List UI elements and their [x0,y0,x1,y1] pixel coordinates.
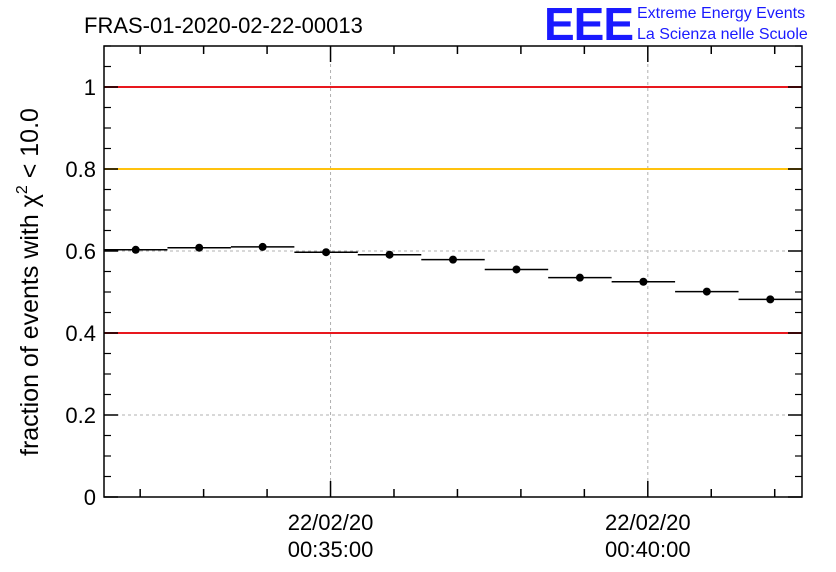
y-tick-label: 0.2 [65,403,96,428]
data-point [385,250,394,259]
data-point [512,265,521,274]
logo-line-1: Extreme Energy Events [637,5,805,22]
x-tick-label-date: 22/02/20 [288,510,374,535]
y-axis-label: fraction of events with χ2 < 10.0 [14,108,44,456]
data-point [639,277,648,286]
plot-frame [103,45,803,498]
data-point [449,255,457,264]
reference-lines [104,86,802,334]
grid [104,46,802,497]
data-point [766,295,775,304]
data-point [195,243,204,252]
x-tick-label-time: 00:40:00 [605,537,691,562]
data-point [575,273,584,282]
data-series [104,242,802,304]
data-point [131,245,140,254]
data-point [702,287,711,296]
x-tick-label-time: 00:35:00 [288,537,374,562]
data-point [322,248,331,257]
eee-logo: EEE Extreme Energy Events La Scienza nel… [544,0,808,50]
y-tick-label: 1 [84,75,96,100]
y-axis: 0 0.2 0.4 0.6 0.8 1 [65,45,802,510]
logo-line-2: La Scienza nelle Scuole [637,26,808,43]
data-point [258,242,267,251]
x-tick-label-date: 22/02/20 [605,510,691,535]
y-tick-label: 0.8 [65,157,96,182]
logo-mark: EEE [544,0,633,50]
y-tick-label: 0.4 [65,321,96,346]
chart-title: FRAS-01-2020-02-22-00013 [84,13,363,38]
y-tick-label: 0 [84,485,96,510]
y-tick-label: 0.6 [65,239,96,264]
